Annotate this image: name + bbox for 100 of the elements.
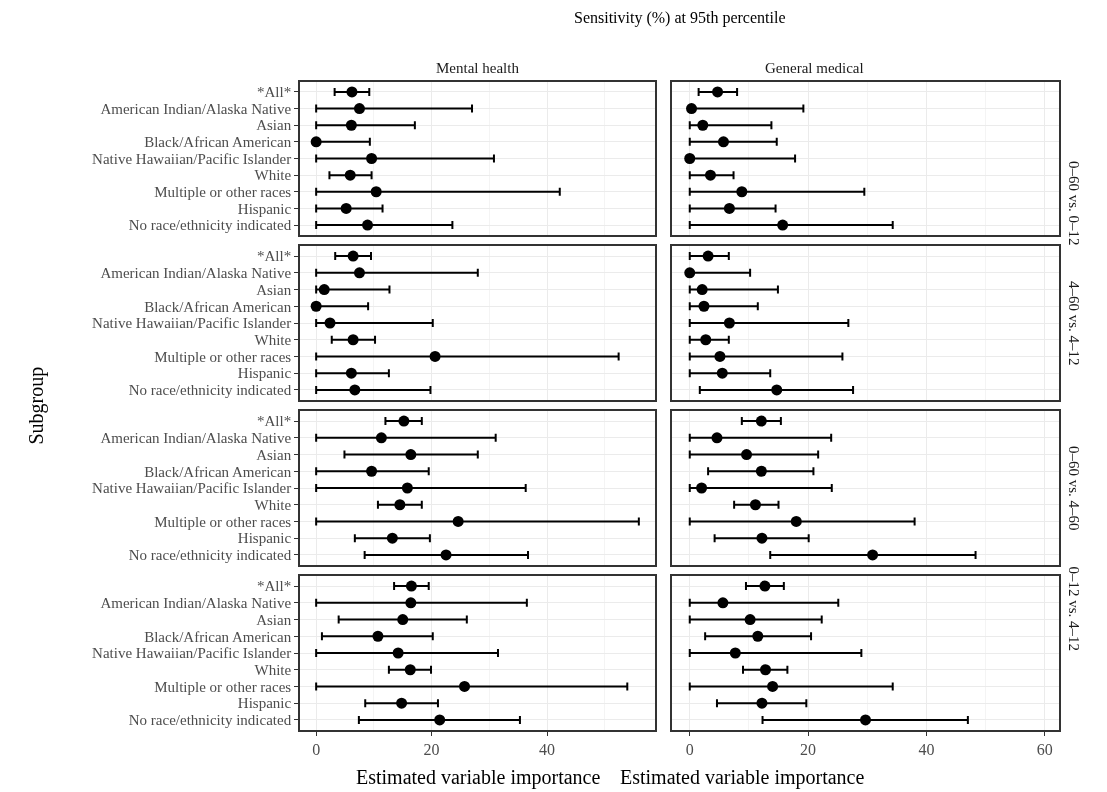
y-tick-label: Multiple or other races <box>154 348 292 365</box>
point <box>398 415 410 427</box>
point <box>362 219 374 231</box>
text: 0–60 vs. 0–12 <box>1066 161 1082 246</box>
point <box>711 432 723 444</box>
y-tick-label: American Indian/Alaska Native <box>100 430 292 447</box>
point <box>392 647 404 659</box>
point <box>756 532 768 544</box>
point <box>756 697 768 709</box>
y-tick-label: Multiple or other races <box>154 513 292 530</box>
point <box>704 169 716 181</box>
point <box>386 532 398 544</box>
x-axis-title: Estimated variable importance <box>356 766 601 789</box>
y-tick-label: No race/ethnicity indicated <box>128 712 292 729</box>
y-tick-label: Multiple or other races <box>154 184 292 201</box>
point <box>366 465 378 477</box>
chart-subtitle: General medical <box>765 60 864 76</box>
y-tick-label: American Indian/Alaska Native <box>100 265 292 282</box>
point <box>860 714 871 726</box>
point <box>310 300 322 312</box>
x-tick-label: 0 <box>685 741 694 758</box>
y-tick-label: Native Hawaiian/Pacific Islander <box>92 150 292 167</box>
y-tick-label: *All* <box>257 578 292 595</box>
point <box>767 680 779 692</box>
y-tick-label: *All* <box>257 248 292 265</box>
point <box>440 549 452 561</box>
point <box>429 350 441 362</box>
y-tick-label: Asian <box>256 611 292 628</box>
point <box>684 267 696 279</box>
point <box>459 680 471 692</box>
y-tick-label: White <box>254 167 292 184</box>
point <box>712 86 724 98</box>
y-tick-label: Native Hawaiian/Pacific Islander <box>92 645 292 662</box>
point <box>759 580 771 592</box>
y-tick-label: White <box>254 496 292 513</box>
point <box>349 384 361 396</box>
y-tick-label: No race/ethnicity indicated <box>128 217 292 234</box>
y-tick-label: No race/ethnicity indicated <box>128 382 292 399</box>
point <box>353 267 365 279</box>
point <box>345 367 357 379</box>
point <box>405 580 417 592</box>
point <box>697 119 709 131</box>
point <box>755 415 767 427</box>
y-tick-label: *All* <box>257 84 292 101</box>
point <box>702 250 714 262</box>
x-tick-label: 0 <box>312 741 321 758</box>
y-tick-label: No race/ethnicity indicated <box>128 547 292 564</box>
point <box>684 153 696 164</box>
point <box>324 317 336 329</box>
point <box>347 334 359 346</box>
point <box>405 597 417 609</box>
y-tick-label: Hispanic <box>237 530 292 547</box>
point <box>310 136 322 148</box>
point <box>771 384 783 396</box>
point <box>401 482 413 494</box>
y-tick-label: American Indian/Alaska Native <box>100 100 292 117</box>
text: 0–60 vs. 4–60 <box>1066 446 1082 531</box>
point <box>353 103 365 115</box>
y-tick-label: Hispanic <box>237 200 292 217</box>
point <box>700 334 712 346</box>
point <box>344 169 356 181</box>
point <box>366 153 378 164</box>
y-tick-label: Asian <box>256 281 292 298</box>
x-tick-label: 40 <box>539 741 556 758</box>
y-tick-label: Multiple or other races <box>154 678 292 695</box>
chart-title: Sensitivity (%) at 95th percentile <box>574 9 786 27</box>
y-tick-label: Black/African American <box>144 298 292 315</box>
point <box>405 449 417 461</box>
point <box>714 350 726 362</box>
y-axis-title: Subgroup <box>24 366 48 445</box>
point <box>696 284 708 296</box>
point <box>434 714 446 726</box>
point <box>340 202 352 214</box>
point <box>370 186 382 198</box>
y-tick-label: Native Hawaiian/Pacific Islander <box>92 480 292 497</box>
point <box>318 284 330 296</box>
x-tick-label: 20 <box>800 741 817 758</box>
point <box>404 664 416 676</box>
point <box>686 103 698 115</box>
x-tick-label: 60 <box>1036 741 1053 758</box>
point <box>394 499 406 511</box>
point <box>723 202 735 214</box>
text: 0–12 vs. 4–12 <box>1065 566 1082 652</box>
point <box>717 136 729 148</box>
y-tick-label: White <box>254 661 292 678</box>
point <box>347 250 359 262</box>
x-axis-title: Estimated variable importance <box>620 766 865 789</box>
point <box>723 317 735 329</box>
y-tick-label: Black/African American <box>144 463 292 480</box>
y-tick-label: Hispanic <box>237 695 292 712</box>
point <box>777 219 789 231</box>
point <box>372 630 384 642</box>
y-tick-label: White <box>254 331 292 348</box>
point <box>698 300 710 312</box>
point <box>744 614 756 626</box>
point <box>396 697 408 709</box>
y-tick-label: Black/African American <box>144 134 292 151</box>
y-tick-label: Asian <box>256 117 292 134</box>
point <box>452 515 464 527</box>
point <box>397 614 409 626</box>
